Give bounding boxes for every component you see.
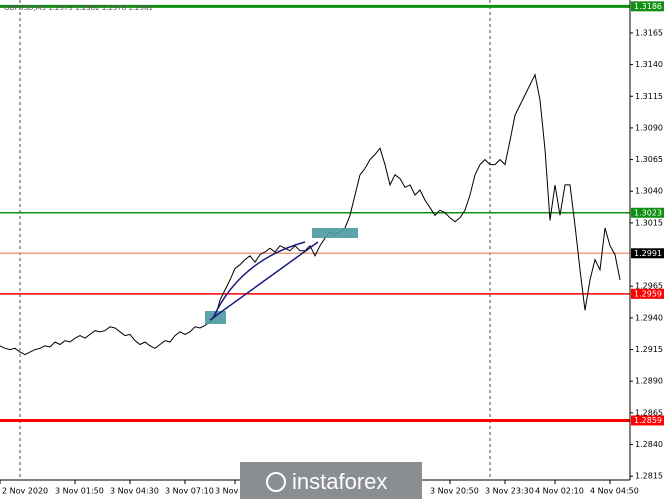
y-tick-label: 1.2915 (635, 345, 663, 354)
x-tick-label: 3 Nov 20:50 (430, 487, 479, 496)
y-tick-label: 1.2890 (635, 377, 663, 386)
y-tick-label: 1.2865 (635, 408, 663, 417)
y-tick-label: 1.3140 (635, 60, 663, 69)
x-tick-label: 3 Nov 04:30 (110, 487, 159, 496)
level-label: 1.3023 (634, 208, 662, 217)
x-tick-label: 3 Nov 01:50 (55, 487, 104, 496)
level-label-box (631, 288, 664, 299)
zone-marker (205, 311, 226, 324)
trend-line (212, 241, 306, 319)
y-tick-label: 1.3065 (635, 155, 663, 164)
y-tick-label: 1.3165 (635, 28, 663, 37)
trend-line (209, 241, 319, 321)
y-tick-label: 1.2940 (635, 313, 663, 322)
level-label: 1.2991 (634, 249, 662, 258)
level-label-box (631, 415, 664, 426)
y-tick-label: 1.2840 (635, 440, 663, 449)
x-tick-label: 3 Nov 0 (215, 487, 246, 496)
level-label: 1.2959 (634, 289, 662, 298)
x-tick-label: 4 Nov 04:50 (590, 487, 639, 496)
y-tick-label: 1.3015 (635, 218, 663, 227)
zone-marker (312, 228, 358, 238)
level-label-box (631, 207, 664, 218)
chart-title: GBPUSD,M5 1.2979 1.2982 1.2978 1.2981 (4, 4, 153, 12)
level-label-box (631, 1, 664, 12)
y-tick-label: 1.2965 (635, 282, 663, 291)
y-tick-label: 1.3040 (635, 187, 663, 196)
x-tick-label: 4 Nov 02:10 (535, 487, 584, 496)
price-line (0, 73, 621, 356)
level-label-box (631, 248, 664, 259)
y-tick-label: 1.2815 (635, 472, 663, 481)
watermark-box (240, 462, 422, 499)
x-tick-label: 3 Nov 07:10 (165, 487, 214, 496)
level-label: 1.2859 (634, 416, 662, 425)
levels (0, 4, 630, 422)
x-tick-label: 2 Nov 2020 (2, 487, 48, 496)
y-tick-label: 1.3090 (635, 123, 663, 132)
watermark: instaforex (292, 469, 387, 494)
x-tick-label: 3 Nov 23:30 (485, 487, 534, 496)
plot (0, 73, 621, 356)
level-label: 1.3186 (634, 2, 662, 11)
y-tick-label: 1.3115 (635, 92, 663, 101)
watermark-logo (266, 472, 286, 492)
